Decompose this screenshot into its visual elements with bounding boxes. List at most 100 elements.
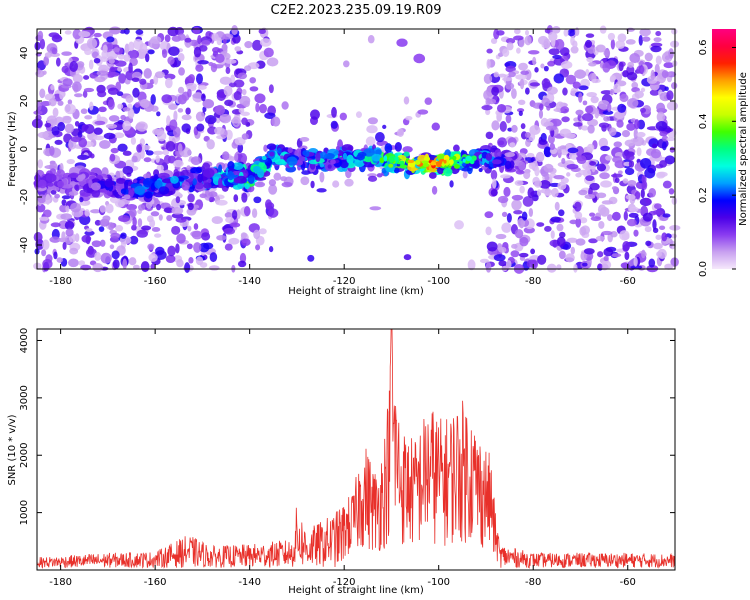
heatmap-cell [644,52,653,62]
heatmap-cell [589,182,600,191]
heatmap-cell [84,115,93,120]
heatmap-cell [485,97,491,106]
heatmap-cell [511,194,524,201]
heatmap-cell [165,141,176,152]
heatmap-cell [92,262,104,273]
heatmap-cell [91,240,102,248]
heatmap-cell [641,249,646,259]
heatmap-cell [341,144,354,153]
heatmap-cell [119,198,131,205]
heatmap-cell [553,174,565,180]
heatmap-cell [237,260,247,268]
heatmap-cell [630,265,643,270]
heatmap-cell [198,242,210,253]
colorbar-label: Normalized spectral amplitude [738,72,749,226]
y-tick-label: 4000 [19,328,30,353]
heatmap-cell [624,139,635,147]
x-tick-label: -180 [49,577,72,588]
heatmap-cell [112,47,120,53]
heatmap-cell [670,82,678,90]
heatmap-cell [653,203,662,210]
heatmap-cell [99,205,106,213]
heatmap-cell [610,38,615,50]
heatmap-cell [218,164,223,173]
heatmap-cell [231,24,238,36]
heatmap-cell [201,40,211,46]
spectrogram-heatmap [31,24,681,274]
heatmap-cell [384,143,393,153]
heatmap-cell [538,180,551,189]
heatmap-cell [167,56,175,65]
heatmap-cell [580,251,587,261]
heatmap-cell [511,88,517,99]
heatmap-cell [196,73,203,85]
heatmap-cell [233,194,239,203]
heatmap-cell [50,84,55,91]
heatmap-cell [307,254,315,262]
heatmap-cell [202,99,215,109]
heatmap-cell [142,177,153,188]
heatmap-cell [541,78,551,89]
heatmap-cell [249,86,259,92]
heatmap-cell [567,147,579,154]
heatmap-cell [394,141,402,152]
heatmap-cell [560,60,573,69]
heatmap-cell [251,208,258,219]
heatmap-cell [255,244,261,251]
heatmap-cell [132,216,137,228]
heatmap-cell [190,167,202,175]
heatmap-cell [644,167,656,179]
heatmap-cell [486,241,498,252]
heatmap-cell [570,246,576,255]
heatmap-cell [549,143,556,150]
heatmap-cell [86,37,98,49]
heatmap-cell [574,201,582,212]
y-tick-label: 20 [19,95,30,108]
heatmap-cell [554,201,560,211]
heatmap-cell [177,86,185,94]
heatmap-cell [89,72,99,79]
heatmap-cell [579,217,588,224]
heatmap-cell [222,33,234,40]
heatmap-cell [216,234,227,241]
heatmap-cell [578,85,589,91]
heatmap-cell [253,229,261,240]
heatmap-cell [105,203,114,214]
heatmap-cell [59,90,64,100]
heatmap-cell [645,198,651,204]
heatmap-cell [54,139,63,145]
heatmap-cell [156,111,161,117]
heatmap-cell [653,242,663,250]
heatmap-cell [162,149,170,156]
heatmap-cell [62,78,73,87]
heatmap-cell [77,131,83,139]
heatmap-cell [219,76,232,85]
heatmap-cell [98,226,105,232]
heatmap-cell [224,212,233,218]
heatmap-cell [428,172,437,179]
heatmap-cell [108,58,115,64]
heatmap-cell [49,236,61,243]
heatmap-cell [558,231,566,238]
heatmap-cell [257,168,265,178]
heatmap-cell [485,131,494,140]
heatmap-cell [139,42,148,53]
heatmap-cell [197,173,204,183]
heatmap-cell [181,114,192,121]
heatmap-cell [505,259,512,270]
heatmap-cell [548,31,558,42]
heatmap-cell [516,108,525,113]
heatmap-cell [163,207,173,213]
heatmap-cell [214,126,225,135]
snr-x-label: Height of straight line (km) [288,585,424,596]
heatmap-cell [211,216,223,224]
heatmap-cell [207,178,212,184]
heatmap-cell [196,123,205,132]
heatmap-cell [515,74,527,80]
heatmap-cell [266,57,279,67]
heatmap-cell [638,34,643,46]
heatmap-cell [339,112,347,121]
heatmap-cell [145,200,153,209]
heatmap-cell [299,137,310,142]
heatmap-cell [206,139,215,150]
